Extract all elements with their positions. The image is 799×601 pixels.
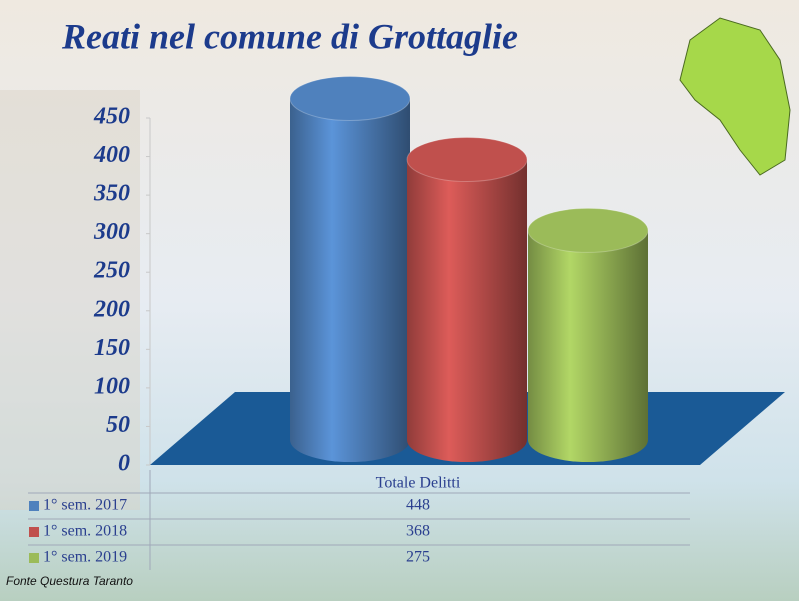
table-value: 448 [406, 497, 430, 514]
table-value: 368 [406, 523, 430, 540]
y-tick-label: 450 [93, 104, 130, 130]
table-value: 275 [406, 549, 430, 566]
bar-top [406, 137, 528, 183]
category-label: Totale Delitti [376, 475, 461, 492]
y-tick-label: 50 [106, 412, 130, 438]
y-tick-label: 200 [93, 296, 130, 322]
y-tick-label: 100 [94, 373, 130, 399]
y-tick-label: 350 [93, 181, 130, 207]
legend-label: 1° sem. 2019 [43, 549, 127, 566]
legend-label: 1° sem. 2018 [43, 523, 127, 540]
bar [290, 98, 410, 462]
source-note: Fonte Questura Taranto [6, 574, 133, 588]
bar [528, 230, 648, 462]
y-tick-label: 400 [93, 142, 130, 168]
y-tick-label: 150 [94, 335, 130, 361]
y-tick-label: 300 [93, 219, 130, 245]
bar-top [289, 76, 411, 122]
map-icon [679, 17, 791, 176]
legend-label: 1° sem. 2017 [43, 497, 127, 514]
legend-swatch [29, 527, 39, 537]
bar [407, 159, 527, 462]
chart-title: Reati nel comune di Grottaglie [61, 16, 518, 56]
legend-swatch [29, 501, 39, 511]
y-tick-label: 250 [93, 258, 130, 284]
legend-swatch [29, 553, 39, 563]
y-tick-label: 0 [118, 451, 130, 477]
background-tower [0, 90, 140, 510]
bar-top [527, 207, 649, 253]
